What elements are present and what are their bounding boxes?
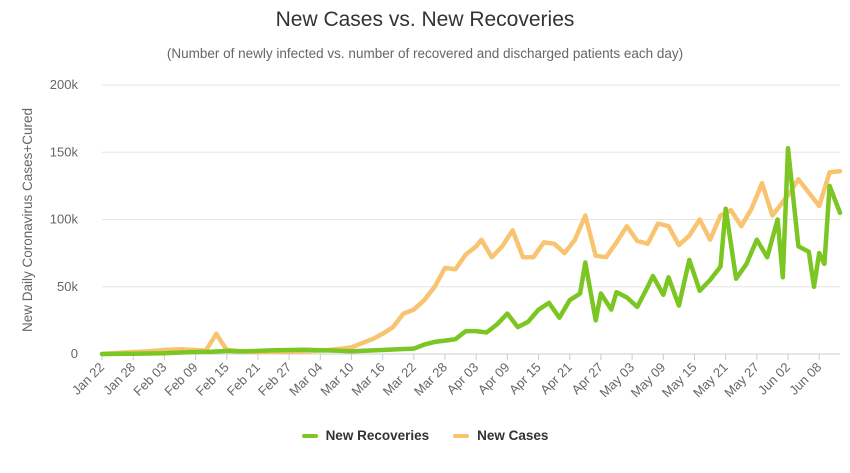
x-tick-label: Mar 22	[380, 360, 419, 399]
y-tick-label: 50k	[57, 279, 78, 294]
y-tick-label: 150k	[50, 144, 79, 159]
legend-label-new-recoveries: New Recoveries	[325, 428, 430, 443]
x-tick-label: Mar 10	[317, 360, 356, 399]
x-tick-label: Mar 04	[286, 360, 325, 399]
legend-item-new-recoveries[interactable]: New Recoveries	[301, 428, 430, 443]
x-tick-label: Jun 02	[755, 360, 793, 398]
x-tick-label: Jan 22	[69, 360, 107, 398]
x-tick-label: Feb 21	[224, 360, 263, 399]
y-axis: 0 50k 100k 150k 200k	[50, 77, 79, 361]
legend: New Recoveries New Cases	[0, 428, 850, 443]
x-tick-label: May 27	[721, 360, 762, 401]
y-tick-label: 100k	[50, 212, 79, 227]
chart-subtitle: (Number of newly infected vs. number of …	[166, 46, 684, 61]
series-line-new-cases[interactable]	[99, 168, 843, 357]
x-tick-label: Apr 03	[444, 360, 482, 398]
legend-swatch-new-recoveries	[301, 433, 318, 438]
legend-label-new-cases: New Cases	[477, 428, 549, 443]
x-tick-label: Apr 15	[506, 360, 544, 398]
y-axis-label: New Daily Coronavirus Cases+Cured	[20, 108, 35, 332]
x-tick-label: Feb 09	[161, 360, 200, 399]
legend-swatch-new-cases	[453, 433, 470, 438]
x-tick-label: Apr 09	[475, 360, 513, 398]
x-tick-label: Jan 28	[100, 360, 138, 398]
y-tick-label: 200k	[50, 77, 79, 92]
x-tick-label: Apr 21	[537, 360, 575, 398]
x-tick-label: Mar 16	[349, 360, 388, 399]
x-tick-label: Jun 08	[786, 360, 824, 398]
x-tick-label: Mar 28	[411, 360, 450, 399]
y-tick-label: 0	[71, 346, 78, 361]
legend-item-new-cases[interactable]: New Cases	[453, 428, 548, 443]
x-tick-label: Feb 27	[255, 360, 294, 399]
series-group	[99, 145, 843, 357]
x-tick-label: Feb 15	[193, 360, 232, 399]
x-tick-label: Feb 03	[130, 360, 169, 399]
chart-title: New Cases vs. New Recoveries	[275, 8, 575, 31]
series-line-new-recoveries[interactable]	[99, 145, 843, 357]
